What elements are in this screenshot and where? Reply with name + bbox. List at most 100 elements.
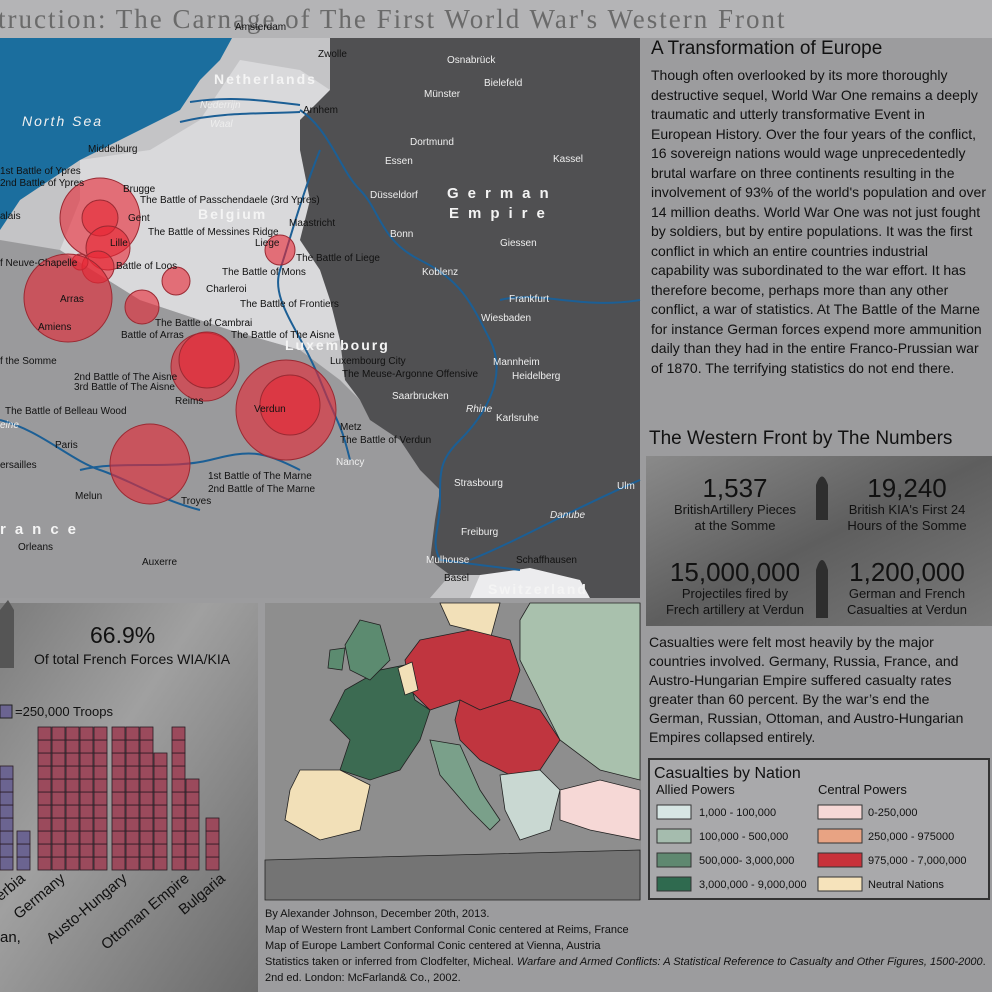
- stat: 19,240 British KIA's First 24 Hours of th…: [822, 474, 992, 534]
- troop-square: [171, 765, 186, 780]
- troop-square: [111, 856, 126, 871]
- troop-square: [125, 726, 140, 741]
- troop-square: [139, 856, 154, 871]
- pictogram-column: [111, 726, 126, 871]
- troop-square: [125, 752, 140, 767]
- troop-square: [171, 856, 186, 871]
- pictogram-column: [51, 726, 66, 871]
- legend-label: 500,000- 3,000,000: [699, 855, 794, 867]
- troop-square: [139, 804, 154, 819]
- legend-swatch: [656, 804, 692, 820]
- map-label: The Battle of Passchendaele (3rd Ypres): [140, 195, 320, 206]
- credits: By Alexander Johnson, December 20th, 201…: [265, 906, 989, 986]
- stat-value: 1,537: [702, 473, 768, 503]
- troop-square: [65, 739, 80, 754]
- troop-square: [111, 778, 126, 793]
- article-heading: A Transformation of Europe: [651, 38, 883, 59]
- troop-square: [51, 778, 66, 793]
- pictogram-column: [171, 726, 186, 871]
- map-label: Amiens: [38, 322, 71, 333]
- germany: [300, 38, 640, 598]
- troop-square: [79, 752, 94, 767]
- troop-square: [185, 830, 200, 845]
- map-label: Waal: [210, 119, 233, 130]
- legend-label: 0-250,000: [868, 807, 918, 819]
- title-bar: [0, 0, 992, 38]
- troop-square: [171, 817, 186, 832]
- battle-circle: [124, 289, 160, 325]
- map-label: Münster: [424, 89, 461, 100]
- map-label: Belgium: [198, 206, 267, 222]
- troop-square: [37, 830, 52, 845]
- map-label: Danube: [550, 510, 585, 521]
- troop-square: [153, 804, 168, 819]
- battle-circles: [23, 177, 337, 505]
- troop-square: [111, 752, 126, 767]
- map-label: Battle of Arras: [121, 330, 184, 341]
- troop-square: [0, 804, 14, 819]
- map-label: Brugge: [123, 184, 156, 195]
- troop-square: [139, 830, 154, 845]
- troop-square: [37, 765, 52, 780]
- troop-square: [111, 726, 126, 741]
- map-label: The Battle of Verdun: [340, 435, 431, 446]
- map-label: Zwolle: [318, 49, 347, 60]
- legend-swatch: [817, 804, 863, 820]
- legend-heading: Central Powers: [818, 782, 907, 797]
- troop-square: [111, 765, 126, 780]
- credit-line: Map of Western front Lambert Conformal C…: [265, 924, 629, 936]
- troop-square: [51, 843, 66, 858]
- troop-square: [37, 752, 52, 767]
- troop-square: [125, 778, 140, 793]
- troop-square: [37, 791, 52, 806]
- map-label: Battle of Loos: [116, 261, 177, 272]
- troop-square: [125, 739, 140, 754]
- troop-square: [205, 856, 220, 871]
- map-label: The Battle of Cambrai: [155, 318, 252, 329]
- troop-square: [205, 830, 220, 845]
- map-label: Mulhouse: [426, 555, 470, 566]
- citation-text: Statistics taken or inferred from Clodfe…: [265, 956, 517, 968]
- stat: 1,200,000 German and French Casualties at…: [822, 558, 992, 618]
- troop-square: [125, 765, 140, 780]
- troop-square: [51, 856, 66, 871]
- map-label: Mannheim: [493, 357, 540, 368]
- map-label: Karlsruhe: [496, 413, 539, 424]
- troop-square: [111, 791, 126, 806]
- stat: 1,537 BritishArtillery Pieces at the Somm…: [650, 474, 820, 534]
- map-label: Melun: [75, 491, 102, 502]
- pictogram-column: [93, 726, 108, 871]
- troop-square: [125, 804, 140, 819]
- troop-square: [79, 791, 94, 806]
- troop-square: [185, 778, 200, 793]
- credit-line: Map of Europe Lambert Conformal Conic ce…: [265, 940, 601, 952]
- troop-square: [153, 752, 168, 767]
- troop-square: [65, 752, 80, 767]
- troop-square: [139, 778, 154, 793]
- troop-square: [0, 856, 14, 871]
- troop-square: [171, 830, 186, 845]
- troop-square: [111, 830, 126, 845]
- map-label: Netherlands: [214, 71, 317, 87]
- troop-square: [93, 830, 108, 845]
- troop-square: [93, 804, 108, 819]
- france: [0, 240, 450, 598]
- troop-square: [153, 856, 168, 871]
- map-label: alais: [0, 211, 21, 222]
- troop-square: [171, 791, 186, 806]
- map-label: Auxerre: [142, 557, 177, 568]
- map-label: Orleans: [18, 542, 53, 553]
- map-label: Metz: [340, 422, 362, 433]
- map-label: Dortmund: [410, 137, 454, 148]
- troop-square: [185, 817, 200, 832]
- troop-square: [51, 804, 66, 819]
- troop-square: [65, 817, 80, 832]
- map-label: North Sea: [22, 113, 103, 129]
- map-label: The Battle of Liege: [296, 253, 380, 264]
- troop-square: [185, 791, 200, 806]
- troop-square: [93, 791, 108, 806]
- rivers: [0, 97, 641, 571]
